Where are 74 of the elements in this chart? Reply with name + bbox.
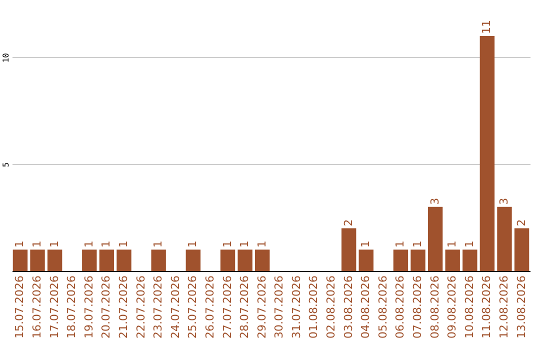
- x-tick-label: 13.08.2026: [514, 276, 528, 338]
- x-tick-label: 16.07.2026: [30, 276, 44, 338]
- x-tick-label: 30.07.2026: [272, 276, 286, 338]
- x-tick-label: 08.08.2026: [428, 276, 442, 338]
- x-tick-label: 25.07.2026: [186, 276, 200, 338]
- x-tick-label: 11.08.2026: [480, 276, 494, 338]
- x-tick-label: 10.08.2026: [462, 276, 476, 338]
- x-tick-label: 24.07.2026: [168, 276, 182, 338]
- x-tick-label: 31.07.2026: [290, 276, 303, 338]
- x-tick-label: 29.07.2026: [255, 276, 268, 338]
- x-tick-label: 23.07.2026: [152, 276, 165, 338]
- bar: [445, 250, 460, 271]
- bar: [99, 250, 114, 271]
- x-tick-label: 17.07.2026: [48, 276, 61, 338]
- bar: [30, 250, 45, 271]
- x-tick-label: 21.07.2026: [116, 276, 130, 338]
- data-label: 1: [411, 240, 424, 248]
- data-label: 1: [255, 240, 268, 248]
- data-label: 1: [462, 240, 476, 248]
- data-label: 1: [238, 240, 252, 248]
- data-label: 1: [186, 240, 200, 248]
- x-tick-label: 04.08.2026: [359, 276, 372, 338]
- bar: [428, 206, 443, 271]
- data-label: 1: [48, 240, 61, 248]
- bar: [410, 250, 426, 271]
- x-tick-label: 19.07.2026: [82, 276, 96, 338]
- data-label: 1: [82, 240, 96, 248]
- bar: [358, 250, 374, 271]
- x-tick-label: 20.07.2026: [100, 276, 113, 338]
- data-label: 3: [428, 198, 442, 205]
- data-label: 1: [446, 240, 459, 248]
- bar: [116, 250, 132, 271]
- data-label: 2: [342, 219, 355, 226]
- data-label: 1: [100, 240, 113, 248]
- bar: [341, 228, 356, 271]
- x-tick-label: 12.08.2026: [497, 276, 510, 338]
- data-label: 1: [152, 240, 165, 248]
- data-label: 1: [359, 240, 372, 248]
- y-tick-label: 5: [2, 162, 10, 168]
- x-tick-label: 26.07.2026: [203, 276, 216, 338]
- bar: [238, 250, 252, 271]
- data-label: 1: [116, 240, 130, 248]
- x-tick-label: 15.07.2026: [13, 276, 26, 338]
- bar: [497, 206, 512, 271]
- data-label: 11: [480, 20, 494, 34]
- x-tick-label: 07.08.2026: [411, 276, 424, 338]
- data-label: 2: [514, 219, 528, 226]
- bar: [82, 250, 97, 271]
- bar: [462, 250, 478, 271]
- bar: [12, 250, 28, 271]
- x-tick-label: 27.07.2026: [220, 276, 234, 338]
- x-tick-label: 02.08.2026: [324, 276, 338, 338]
- bar: [514, 228, 530, 271]
- bar: [220, 250, 236, 271]
- x-tick-label: 06.08.2026: [394, 276, 407, 338]
- x-tick-label: 01.08.2026: [307, 276, 320, 338]
- x-tick-label: 28.07.2026: [238, 276, 252, 338]
- bar: [480, 36, 495, 271]
- y-tick-label: 10: [2, 52, 10, 63]
- data-label: 1: [13, 240, 26, 248]
- bar: [47, 250, 62, 271]
- x-tick-label: 22.07.2026: [134, 276, 148, 338]
- x-tick-label: 05.08.2026: [376, 276, 390, 338]
- bar: [393, 250, 408, 271]
- data-label: 1: [394, 240, 407, 248]
- data-label: 1: [220, 240, 234, 248]
- x-tick-label: 03.08.2026: [342, 276, 355, 338]
- x-tick-label: 09.08.2026: [446, 276, 459, 338]
- bar: [255, 250, 270, 271]
- data-label: 3: [497, 198, 510, 205]
- x-tick-label: 18.07.2026: [65, 276, 78, 338]
- data-label: 1: [30, 240, 44, 248]
- bar: [151, 250, 166, 271]
- bar: [186, 250, 201, 271]
